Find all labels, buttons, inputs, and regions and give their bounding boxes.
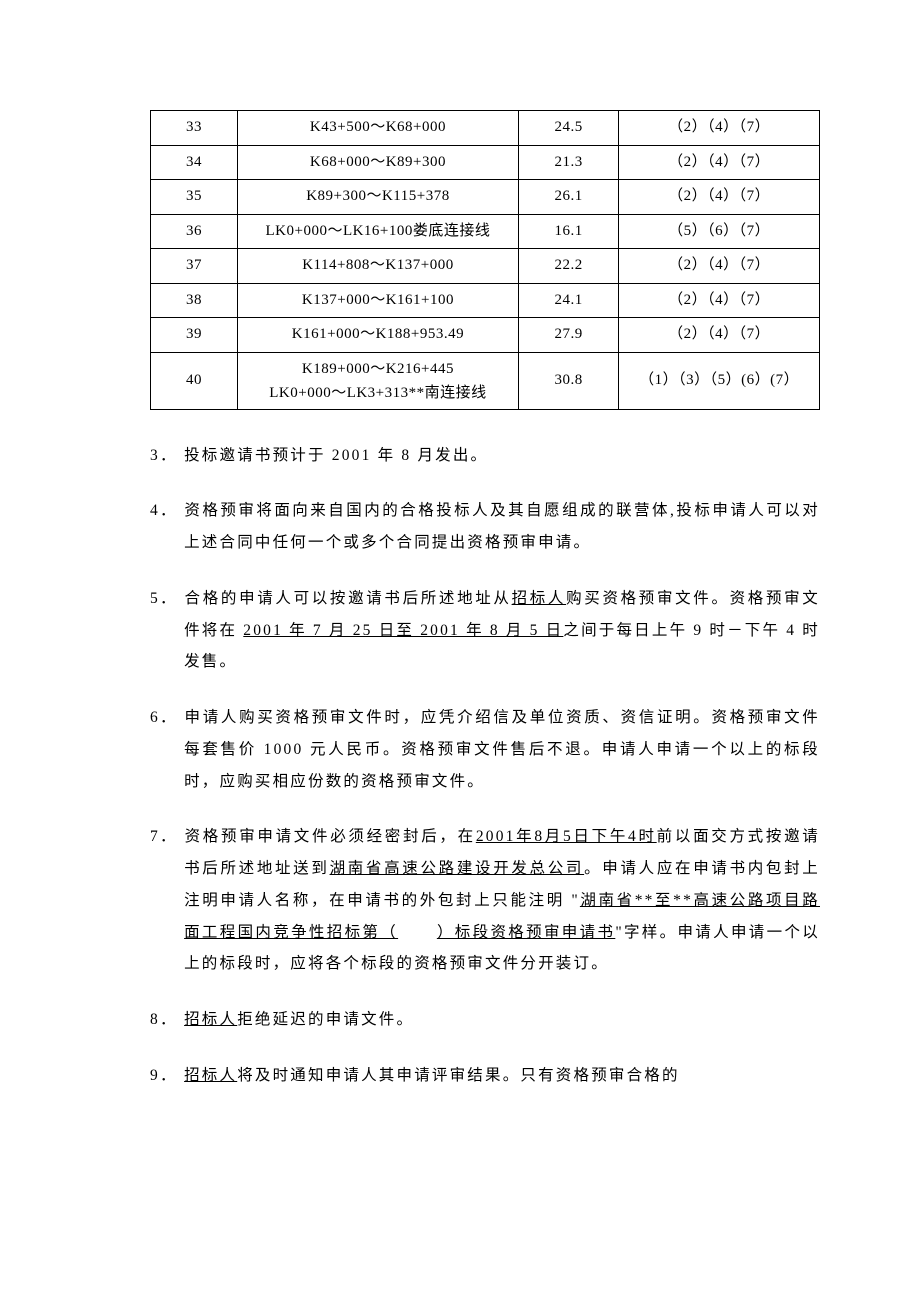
para-text: 投标邀请书预计于 2001 年 8 月发出。 [184, 447, 488, 464]
underline-bidder: 招标人 [512, 590, 567, 607]
para-text-segment: 合格的申请人可以按邀请书后所述地址从 [184, 590, 512, 607]
underline-bidder: 招标人 [184, 1011, 237, 1028]
document-page: 33 K43+500～K68+000 24.5 （2）（4）（7） 34 K68… [0, 0, 920, 1302]
paragraph-6: 6．申请人购买资格预审文件时，应凭介绍信及单位资质、资信证明。资格预审文件每套售… [150, 702, 820, 797]
cell-desc-line1: K189+000～K216+445 [302, 361, 454, 377]
cell-desc: K189+000～K216+445 LK0+000～LK3+313**南连接线 [237, 352, 518, 409]
cell-index: 37 [151, 249, 238, 284]
para-text: 申请人购买资格预审文件时，应凭介绍信及单位资质、资信证明。资格预审文件每套售价 … [184, 709, 820, 790]
para-text-segment: 将及时通知申请人其申请评审结果。只有资格预审合格的 [237, 1067, 680, 1084]
para-text-segment: 拒绝延迟的申请文件。 [237, 1011, 414, 1028]
table-row: 36 LK0+000～LK16+100娄底连接线 16.1 （5）（6）（7） [151, 214, 820, 249]
cell-desc: K161+000～K188+953.49 [237, 318, 518, 353]
cell-length: 24.5 [518, 111, 618, 146]
cell-length: 21.3 [518, 145, 618, 180]
cell-index: 34 [151, 145, 238, 180]
para-text: 资格预审将面向来自国内的合格投标人及其自愿组成的联营体,投标申请人可以对上述合同… [184, 502, 820, 551]
table-row: 35 K89+300～K115+378 26.1 （2）（4）（7） [151, 180, 820, 215]
table-row: 38 K137+000～K161+100 24.1 （2）（4）（7） [151, 283, 820, 318]
cell-desc: K137+000～K161+100 [237, 283, 518, 318]
para-text-segment: 资格预审申请文件必须经密封后，在 [184, 828, 476, 845]
paragraph-3: 3．投标邀请书预计于 2001 年 8 月发出。 [150, 440, 820, 472]
paragraph-7: 7．资格预审申请文件必须经密封后，在2001年8月5日下午4时前以面交方式按邀请… [150, 821, 820, 980]
paragraph-list: 3．投标邀请书预计于 2001 年 8 月发出。 4．资格预审将面向来自国内的合… [150, 440, 820, 1092]
cell-notes: （2）（4）（7） [619, 180, 820, 215]
cell-length: 26.1 [518, 180, 618, 215]
cell-index: 38 [151, 283, 238, 318]
underline-deadline: 2001年8月5日下午4时 [476, 828, 657, 845]
cell-index: 40 [151, 352, 238, 409]
cell-length: 22.2 [518, 249, 618, 284]
paragraph-9: 9．招标人将及时通知申请人其申请评审结果。只有资格预审合格的 [150, 1060, 820, 1092]
cell-notes: （2）（4）（7） [619, 111, 820, 146]
underline-dates: 2001 年 7 月 25 日至 2001 年 8 月 5 日 [243, 622, 563, 639]
paragraph-8: 8．招标人拒绝延迟的申请文件。 [150, 1004, 820, 1036]
para-number: 6． [150, 702, 184, 734]
cell-desc: K43+500～K68+000 [237, 111, 518, 146]
para-number: 7． [150, 821, 184, 853]
table-row: 39 K161+000～K188+953.49 27.9 （2）（4）（7） [151, 318, 820, 353]
table-row: 34 K68+000～K89+300 21.3 （2）（4）（7） [151, 145, 820, 180]
cell-length: 27.9 [518, 318, 618, 353]
cell-desc: K114+808～K137+000 [237, 249, 518, 284]
table-row: 37 K114+808～K137+000 22.2 （2）（4）（7） [151, 249, 820, 284]
cell-desc: K68+000～K89+300 [237, 145, 518, 180]
cell-length: 16.1 [518, 214, 618, 249]
table-body: 33 K43+500～K68+000 24.5 （2）（4）（7） 34 K68… [151, 111, 820, 410]
underline-title-b: ）标段资格预审申请书 [437, 924, 615, 941]
cell-desc: K89+300～K115+378 [237, 180, 518, 215]
paragraph-5: 5．合格的申请人可以按邀请书后所述地址从招标人购买资格预审文件。资格预审文件将在… [150, 583, 820, 678]
sections-table: 33 K43+500～K68+000 24.5 （2）（4）（7） 34 K68… [150, 110, 820, 410]
cell-desc-line2: LK0+000～LK3+313**南连接线 [269, 385, 486, 401]
cell-notes: （2）（4）（7） [619, 283, 820, 318]
cell-notes: （2）（4）（7） [619, 318, 820, 353]
cell-notes: （1）（3）（5）(6）(7） [619, 352, 820, 409]
cell-index: 39 [151, 318, 238, 353]
cell-length: 30.8 [518, 352, 618, 409]
underline-bidder: 招标人 [184, 1067, 237, 1084]
cell-index: 36 [151, 214, 238, 249]
cell-length: 24.1 [518, 283, 618, 318]
cell-index: 33 [151, 111, 238, 146]
para-number: 4． [150, 495, 184, 527]
para-number: 9． [150, 1060, 184, 1092]
cell-index: 35 [151, 180, 238, 215]
cell-notes: （2）（4）（7） [619, 145, 820, 180]
para-number: 8． [150, 1004, 184, 1036]
table-row: 33 K43+500～K68+000 24.5 （2）（4）（7） [151, 111, 820, 146]
paragraph-4: 4．资格预审将面向来自国内的合格投标人及其自愿组成的联营体,投标申请人可以对上述… [150, 495, 820, 559]
cell-notes: （2）（4）（7） [619, 249, 820, 284]
cell-notes: （5）（6）（7） [619, 214, 820, 249]
underline-company: 湖南省高速公路建设开发总公司 [330, 860, 585, 877]
cell-desc: LK0+000～LK16+100娄底连接线 [237, 214, 518, 249]
table-row: 40 K189+000～K216+445 LK0+000～LK3+313**南连… [151, 352, 820, 409]
para-number: 3． [150, 440, 184, 472]
para-number: 5． [150, 583, 184, 615]
